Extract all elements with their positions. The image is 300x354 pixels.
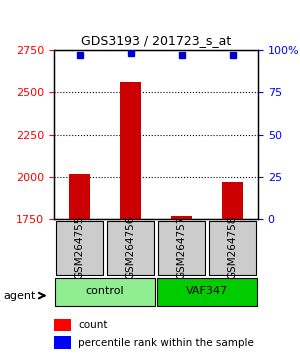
Bar [120, 82, 141, 219]
Text: GSM264755: GSM264755 [74, 216, 85, 280]
Bar [69, 173, 90, 219]
Text: percentile rank within the sample: percentile rank within the sample [78, 338, 254, 348]
Text: GSM264758: GSM264758 [227, 216, 238, 280]
FancyBboxPatch shape [158, 221, 205, 275]
Text: agent: agent [3, 291, 35, 301]
Bar [171, 216, 192, 219]
Text: GSM264756: GSM264756 [125, 216, 136, 280]
FancyBboxPatch shape [56, 221, 103, 275]
FancyBboxPatch shape [55, 278, 155, 306]
FancyBboxPatch shape [157, 278, 257, 306]
FancyBboxPatch shape [107, 221, 154, 275]
FancyBboxPatch shape [209, 221, 256, 275]
Text: GSM264757: GSM264757 [176, 216, 187, 280]
Text: count: count [78, 320, 107, 330]
Text: VAF347: VAF347 [186, 286, 228, 296]
Text: control: control [86, 286, 124, 296]
Bar [54, 336, 71, 349]
Bar [54, 319, 71, 331]
Title: GDS3193 / 201723_s_at: GDS3193 / 201723_s_at [81, 34, 231, 47]
Bar [222, 182, 243, 219]
